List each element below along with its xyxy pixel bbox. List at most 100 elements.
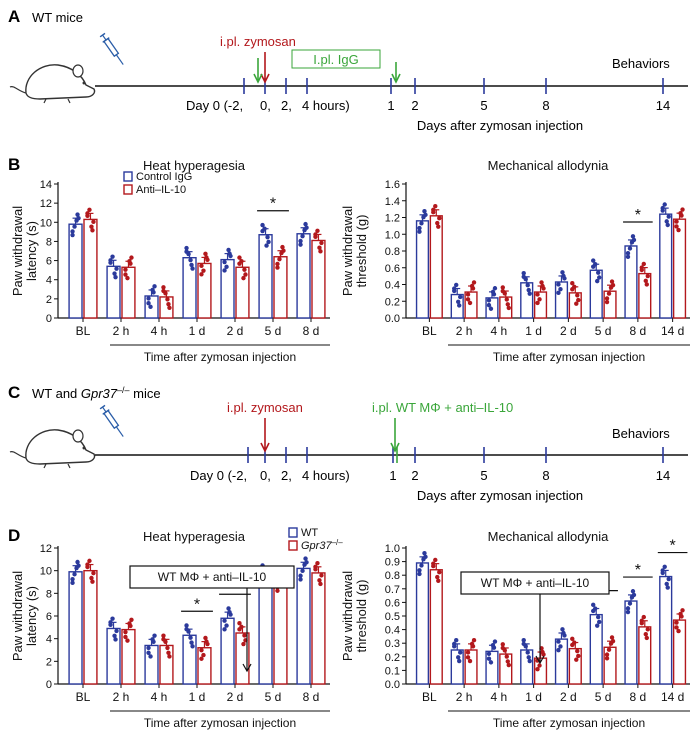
x-tick-label: 5 d (265, 324, 282, 338)
data-point (505, 302, 510, 307)
y-tick-label: 0.8 (385, 570, 400, 582)
svg-text:2: 2 (411, 98, 418, 113)
y-tick-label: 0.2 (385, 652, 400, 664)
y-tick-label: 0 (46, 313, 52, 325)
chart-b-mech: Mechanical allodynia Paw withdrawal thresh… (340, 158, 690, 364)
y-tick-label: 0.7 (385, 584, 400, 596)
data-point (150, 287, 155, 293)
data-point (161, 637, 166, 642)
data-point (436, 224, 441, 229)
data-point (560, 270, 565, 275)
x-tick-label: 2 h (113, 690, 130, 704)
data-point (242, 267, 247, 272)
data-point (526, 287, 531, 293)
data-point (201, 652, 206, 658)
data-point (504, 297, 509, 302)
data-point (75, 559, 80, 565)
y-tick-label: 0.1 (385, 665, 400, 677)
x-tick-label: 2 h (113, 324, 130, 338)
y-tick-label: 0.2 (385, 296, 400, 308)
x-tick-label: BL (422, 690, 437, 704)
data-point (471, 638, 477, 643)
svg-text:8: 8 (542, 98, 549, 113)
data-point (114, 628, 119, 634)
data-point (70, 229, 75, 234)
data-point (630, 589, 636, 594)
timeline-c-ticks (247, 447, 664, 463)
data-point (556, 647, 561, 653)
data-point (260, 222, 265, 228)
data-point (152, 633, 157, 638)
data-point (561, 273, 566, 279)
bar (450, 649, 464, 685)
x-tick-label: 14 d (661, 690, 684, 704)
data-point (539, 280, 544, 285)
panel-a-letter: A (8, 7, 20, 26)
data-point (645, 627, 650, 632)
data-point (454, 638, 459, 643)
bar (568, 647, 582, 685)
data-point (87, 207, 92, 212)
svg-text:4 hours): 4 hours) (302, 98, 350, 113)
svg-text:1: 1 (387, 98, 394, 113)
data-point (239, 259, 244, 264)
data-point (146, 301, 151, 306)
data-point (456, 655, 461, 660)
data-point (625, 609, 631, 615)
data-point (114, 266, 119, 271)
data-point (556, 639, 561, 644)
behaviors-label-c: Behaviors (612, 426, 670, 441)
data-point (129, 617, 134, 623)
x-tick-label: 2 d (227, 690, 244, 704)
data-point (521, 641, 526, 647)
svg-text:Day 0 (-2,: Day 0 (-2, (190, 468, 247, 483)
y-tick-label: 0.6 (385, 263, 400, 275)
data-point (110, 254, 115, 259)
legend-label: Anti–IL-10 (136, 184, 186, 196)
data-point (527, 658, 532, 664)
y-tick-label: 12 (40, 198, 52, 210)
bar (273, 579, 288, 685)
x-tick-label: 2 d (227, 324, 244, 338)
chart-title: Heat hyperagesia (143, 158, 246, 173)
igg-box (291, 49, 381, 69)
legend-swatch (288, 527, 298, 538)
behaviors-label-a: Behaviors (612, 56, 670, 71)
data-point (417, 229, 422, 234)
event-igg-label: I.pl. IgG (313, 52, 359, 67)
y-tick-label: 6 (46, 256, 52, 268)
data-point (465, 297, 471, 302)
annotation-box (129, 565, 295, 589)
data-point (629, 240, 635, 245)
data-point (597, 619, 602, 625)
y-tick-label: 0.3 (385, 638, 400, 650)
data-point (188, 635, 193, 640)
data-point (535, 666, 540, 672)
data-point (504, 654, 509, 659)
data-point (152, 284, 157, 289)
annotation-label: WT MΦ + anti–IL-10 (481, 576, 590, 590)
y-tick-label: 1.2 (385, 213, 400, 225)
data-point (630, 234, 636, 239)
syringe-icon (98, 404, 128, 440)
data-point (674, 620, 679, 625)
mouse-icon (9, 429, 96, 469)
data-point (556, 290, 561, 296)
bar (415, 562, 430, 685)
bar (83, 218, 98, 319)
svg-text:0,: 0, (260, 98, 271, 113)
data-point (572, 640, 577, 645)
data-point (591, 602, 596, 608)
data-point (199, 272, 204, 277)
data-point (123, 267, 128, 272)
data-point (85, 564, 90, 570)
data-point (604, 296, 610, 301)
data-point (298, 242, 303, 247)
data-point (596, 614, 601, 620)
y-axis-label: latency (s) (24, 221, 39, 281)
y-axis-label: Paw withdrawal (10, 206, 25, 296)
data-point (540, 283, 545, 289)
y-axis-label: Paw withdrawal (340, 571, 355, 661)
bar (258, 574, 273, 685)
